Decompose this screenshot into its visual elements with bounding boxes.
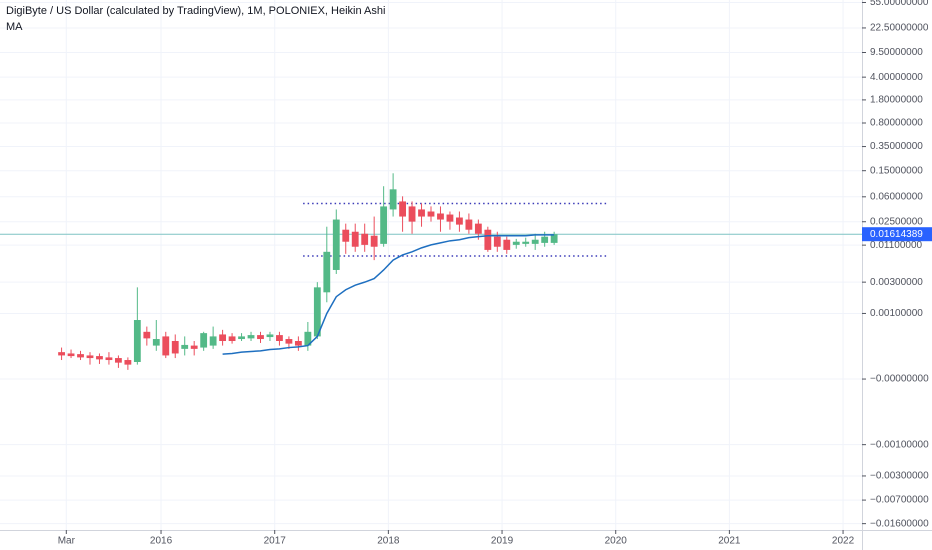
candle-body	[484, 229, 492, 250]
x-tick-label: 2017	[264, 536, 287, 547]
axes: 55.00000000 22.50000000 9.50000000 4.000000…	[58, 0, 932, 547]
x-tick-label: 2016	[150, 536, 173, 547]
candle-body	[522, 241, 530, 244]
candle-body	[465, 219, 473, 230]
price-label-box	[862, 227, 932, 242]
candle-body	[124, 360, 132, 365]
y-tick-label: 0.15000000	[870, 165, 923, 176]
candle-body	[351, 231, 359, 247]
y-tick-label: 0.00100000	[870, 308, 923, 319]
candle-body	[266, 334, 274, 338]
plot-area	[0, 173, 862, 370]
candle-body	[427, 211, 435, 217]
candle-body	[541, 236, 549, 243]
legend-entry: MA	[6, 21, 23, 33]
candle-body	[285, 339, 293, 344]
candle-body	[247, 335, 255, 339]
y-tick-label: 0.02500000	[870, 216, 923, 227]
y-tick-label: 0.06000000	[870, 191, 923, 202]
candle-body	[238, 336, 245, 340]
y-tick-label: 4.00000000	[870, 72, 923, 83]
grid	[0, 0, 862, 530]
candle-body	[503, 239, 511, 250]
candle-body	[257, 335, 264, 340]
y-tick-label: −0.00100000	[870, 439, 929, 450]
candle-body	[493, 236, 501, 247]
candle-body	[474, 223, 482, 234]
candle-body	[133, 320, 141, 362]
candle-body	[114, 358, 122, 363]
candle-body	[342, 229, 350, 242]
candle-body	[304, 331, 312, 346]
y-tick-label: 0.35000000	[870, 141, 923, 152]
candle-body	[313, 287, 321, 337]
candle-body	[67, 353, 75, 357]
chart-title: DigiByte / US Dollar (calculated by Trad…	[6, 5, 385, 17]
x-tick-label: 2018	[377, 536, 400, 547]
candle-body	[418, 209, 425, 217]
candle-body	[162, 336, 170, 356]
candle-body	[380, 206, 388, 244]
candle-body	[399, 201, 406, 217]
y-tick-label: 0.80000000	[870, 118, 923, 129]
candle-body	[446, 214, 454, 222]
candle-body	[228, 336, 236, 342]
candle-body	[323, 251, 331, 293]
candle-body	[512, 241, 520, 245]
x-tick-label: 2020	[605, 536, 628, 547]
candle-body	[408, 206, 416, 222]
candle-body	[58, 352, 65, 356]
x-tick-label: Mar	[58, 536, 76, 547]
candle-body	[294, 341, 302, 346]
candle-body	[77, 354, 84, 358]
y-tick-label: 0.00300000	[870, 277, 923, 288]
y-tick-label: 9.50000000	[870, 47, 923, 58]
candle-body	[361, 233, 369, 245]
candle-body	[219, 334, 227, 342]
y-tick-label: −0.00000000	[870, 374, 929, 385]
y-tick-label: 1.80000000	[870, 95, 923, 106]
candle-body	[143, 331, 151, 339]
x-tick-label: 2022	[832, 536, 855, 547]
candle-body	[370, 235, 378, 247]
candle-body	[550, 234, 558, 243]
y-tick-label: 22.50000000	[870, 23, 929, 34]
candle-body	[456, 217, 463, 225]
candle-body	[86, 355, 94, 359]
price-label: 0.01614389	[870, 229, 923, 240]
y-tick-label: 55.00000000	[870, 0, 929, 8]
ma-line	[222, 234, 555, 355]
candle-body	[209, 336, 217, 346]
candle-body	[437, 213, 444, 220]
x-tick-label: 2021	[718, 536, 741, 547]
candle-body	[171, 341, 179, 354]
candle-body	[200, 333, 208, 348]
candle-body	[276, 335, 283, 342]
y-tick-label: 0.01100000	[870, 240, 923, 251]
candle-body	[105, 357, 113, 361]
y-tick-label: −0.00700000	[870, 495, 929, 506]
candle-body	[389, 189, 397, 210]
y-tick-label: −0.01600000	[870, 518, 929, 529]
candle-body	[152, 339, 160, 346]
candle-body	[190, 345, 198, 349]
candle-body	[181, 344, 189, 349]
candle-body	[96, 356, 103, 360]
x-tick-label: 2019	[491, 536, 514, 547]
candle-body	[332, 219, 340, 270]
y-tick-label: −0.00300000	[870, 471, 929, 482]
candle-body	[531, 239, 539, 244]
